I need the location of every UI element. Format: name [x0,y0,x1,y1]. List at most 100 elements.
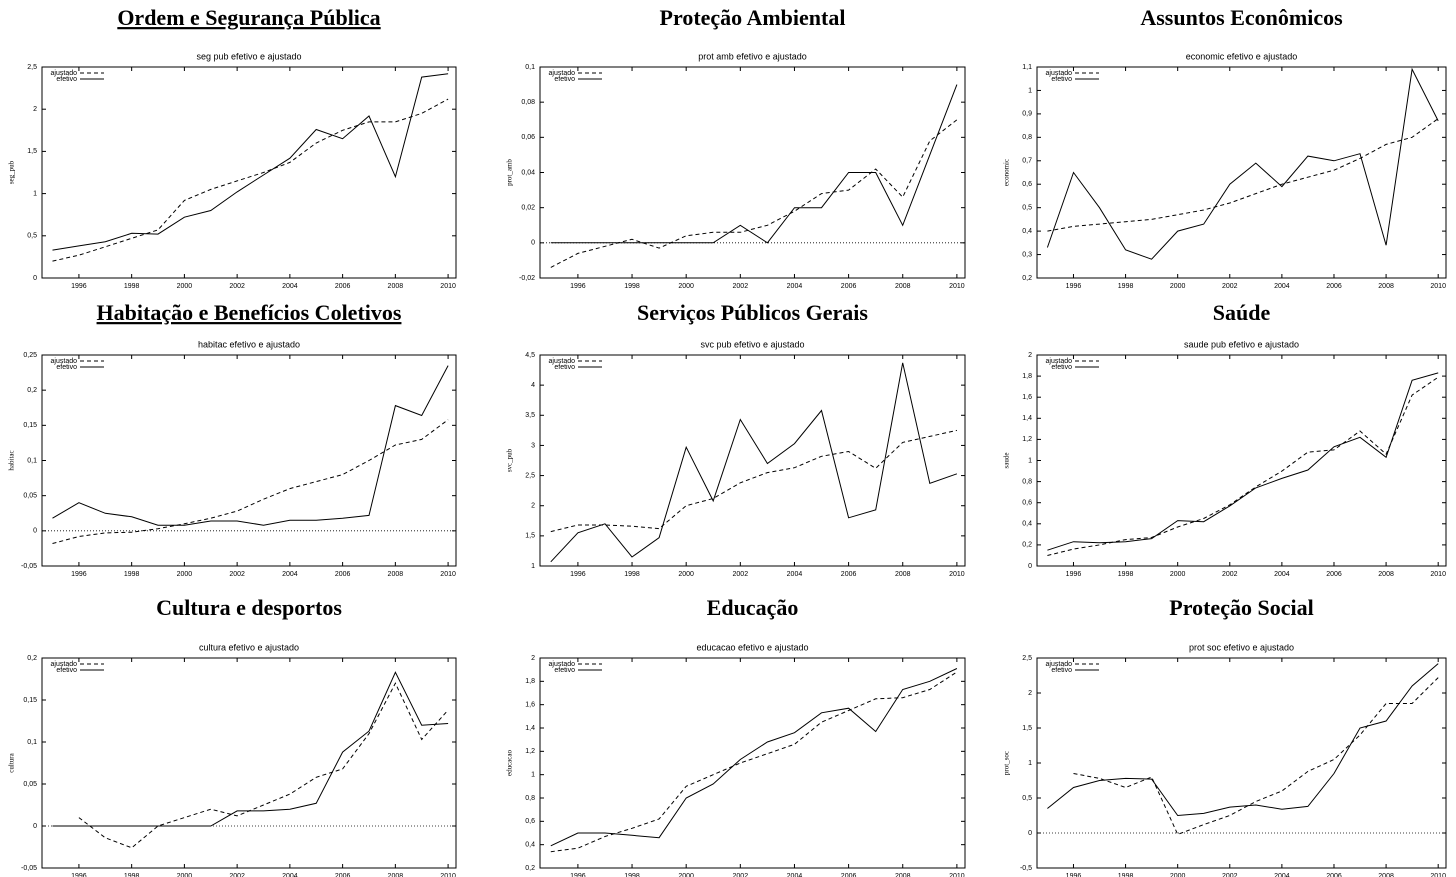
y-axis-label: habitac [8,450,16,470]
x-tick-label: 2010 [440,283,456,290]
x-tick-label: 2010 [949,571,965,578]
y-tick-label: 1,5 [525,533,535,540]
legend-label: efetivo [1051,76,1072,83]
y-tick-label: 1 [1028,87,1032,94]
y-tick-label: 1 [33,190,37,197]
chart-subtitle: educacao efetivo e ajustado [696,642,808,652]
y-tick-label: 0,2 [27,655,37,662]
y-tick-label: 0,25 [23,352,37,359]
x-tick-label: 2010 [1430,283,1446,290]
legend-label: efetivo [554,667,575,674]
y-tick-label: 0,4 [525,842,535,849]
x-tick-label: 2000 [678,571,694,578]
legend-label: ajustado [1046,70,1073,77]
y-tick-label: 1 [1028,457,1032,464]
y-tick-label: 2 [33,106,37,113]
legend-label: ajustado [549,70,576,77]
y-tick-label: 1,1 [1022,64,1032,71]
x-tick-label: 2010 [440,873,456,877]
y-tick-label: 0,1 [525,64,535,71]
x-tick-label: 2006 [841,283,857,290]
y-tick-label: 0 [531,240,535,247]
y-tick-label: -0,05 [21,563,37,570]
x-tick-label: 2004 [1274,873,1290,877]
y-tick-label: 1 [1028,760,1032,767]
y-tick-label: 0,2 [1022,275,1032,282]
x-tick-label: 1998 [624,571,640,578]
x-tick-label: 2006 [335,571,351,578]
x-tick-label: 2006 [1326,283,1342,290]
series-line [1073,677,1439,836]
legend-label: efetivo [1051,667,1072,674]
chart-heading: Saúde [1213,300,1271,325]
y-tick-label: 2 [531,655,535,662]
x-tick-label: 2000 [678,873,694,877]
y-axis-label: educacao [506,749,514,776]
plot-frame [1036,354,1447,567]
x-tick-label: 1998 [1118,283,1134,290]
chart-subtitle: economic efetivo e ajustado [1186,51,1298,61]
x-tick-label: 2006 [841,571,857,578]
y-tick-label: 1 [531,563,535,570]
x-tick-label: 2010 [949,873,965,877]
x-tick-label: 2000 [1170,571,1186,578]
chart-heading: Cultura e desportos [156,595,342,620]
y-tick-label: 2,5 [525,472,535,479]
x-tick-label: 2008 [1378,571,1394,578]
x-tick-label: 1996 [1066,571,1082,578]
x-tick-label: 2000 [1170,873,1186,877]
y-tick-label: 0,05 [23,493,37,500]
legend-label: ajustado [51,358,78,365]
y-tick-label: 0,4 [1022,228,1032,235]
x-tick-label: 1998 [624,873,640,877]
y-tick-label: 1,4 [525,725,535,732]
x-tick-label: 2002 [733,571,749,578]
x-tick-label: 2004 [282,283,298,290]
y-tick-label: 4,5 [525,352,535,359]
legend-label: ajustado [51,661,78,668]
y-tick-label: 0,04 [521,169,535,176]
chart-subtitle: svc pub efetivo e ajustado [700,339,804,349]
series-line [550,668,958,847]
y-tick-label: -0,02 [519,275,535,282]
chart-heading: Habitação e Benefícios Coletivos [97,300,402,325]
x-tick-label: 2002 [1222,873,1238,877]
y-tick-label: 2 [1028,352,1032,359]
chart-subtitle: saude pub efetivo e ajustado [1184,339,1299,349]
chart-subtitle: cultura efetivo e ajustado [199,642,299,652]
x-tick-label: 2002 [1222,283,1238,290]
x-tick-label: 1998 [624,283,640,290]
y-tick-label: 1,2 [1022,436,1032,443]
y-tick-label: 0,3 [1022,251,1032,258]
chart-subtitle: seg pub efetivo e ajustado [196,51,301,61]
series-line [1047,118,1439,232]
chart-heading: Assuntos Econômicos [1140,5,1343,30]
x-tick-label: 2000 [177,873,193,877]
x-tick-label: 2010 [1430,873,1446,877]
x-tick-label: 1996 [1066,873,1082,877]
chart-heading: Serviços Públicos Gerais [637,300,868,325]
legend-label: efetivo [554,76,575,83]
y-axis-label: prot_soc [1003,751,1011,775]
plot-frame [1036,66,1447,279]
series-line [1046,67,1439,260]
legend-label: ajustado [549,661,576,668]
legend-label: ajustado [51,70,78,77]
x-tick-label: 1996 [570,283,586,290]
legend-label: efetivo [56,364,77,371]
y-tick-label: 0,6 [525,818,535,825]
y-tick-label: 0,6 [1022,500,1032,507]
series-line [52,73,449,251]
series-line [1047,372,1439,551]
series-line [52,419,449,544]
x-tick-label: 2002 [229,283,245,290]
legend-label: ajustado [1046,358,1073,365]
x-tick-label: 2008 [388,283,404,290]
x-tick-label: 2004 [1274,283,1290,290]
x-tick-label: 2010 [949,283,965,290]
legend-label: ajustado [549,358,576,365]
x-tick-label: 1998 [124,873,140,877]
legend-label: efetivo [554,364,575,371]
y-tick-label: 1,5 [27,148,37,155]
y-tick-label: 0,7 [1022,158,1032,165]
